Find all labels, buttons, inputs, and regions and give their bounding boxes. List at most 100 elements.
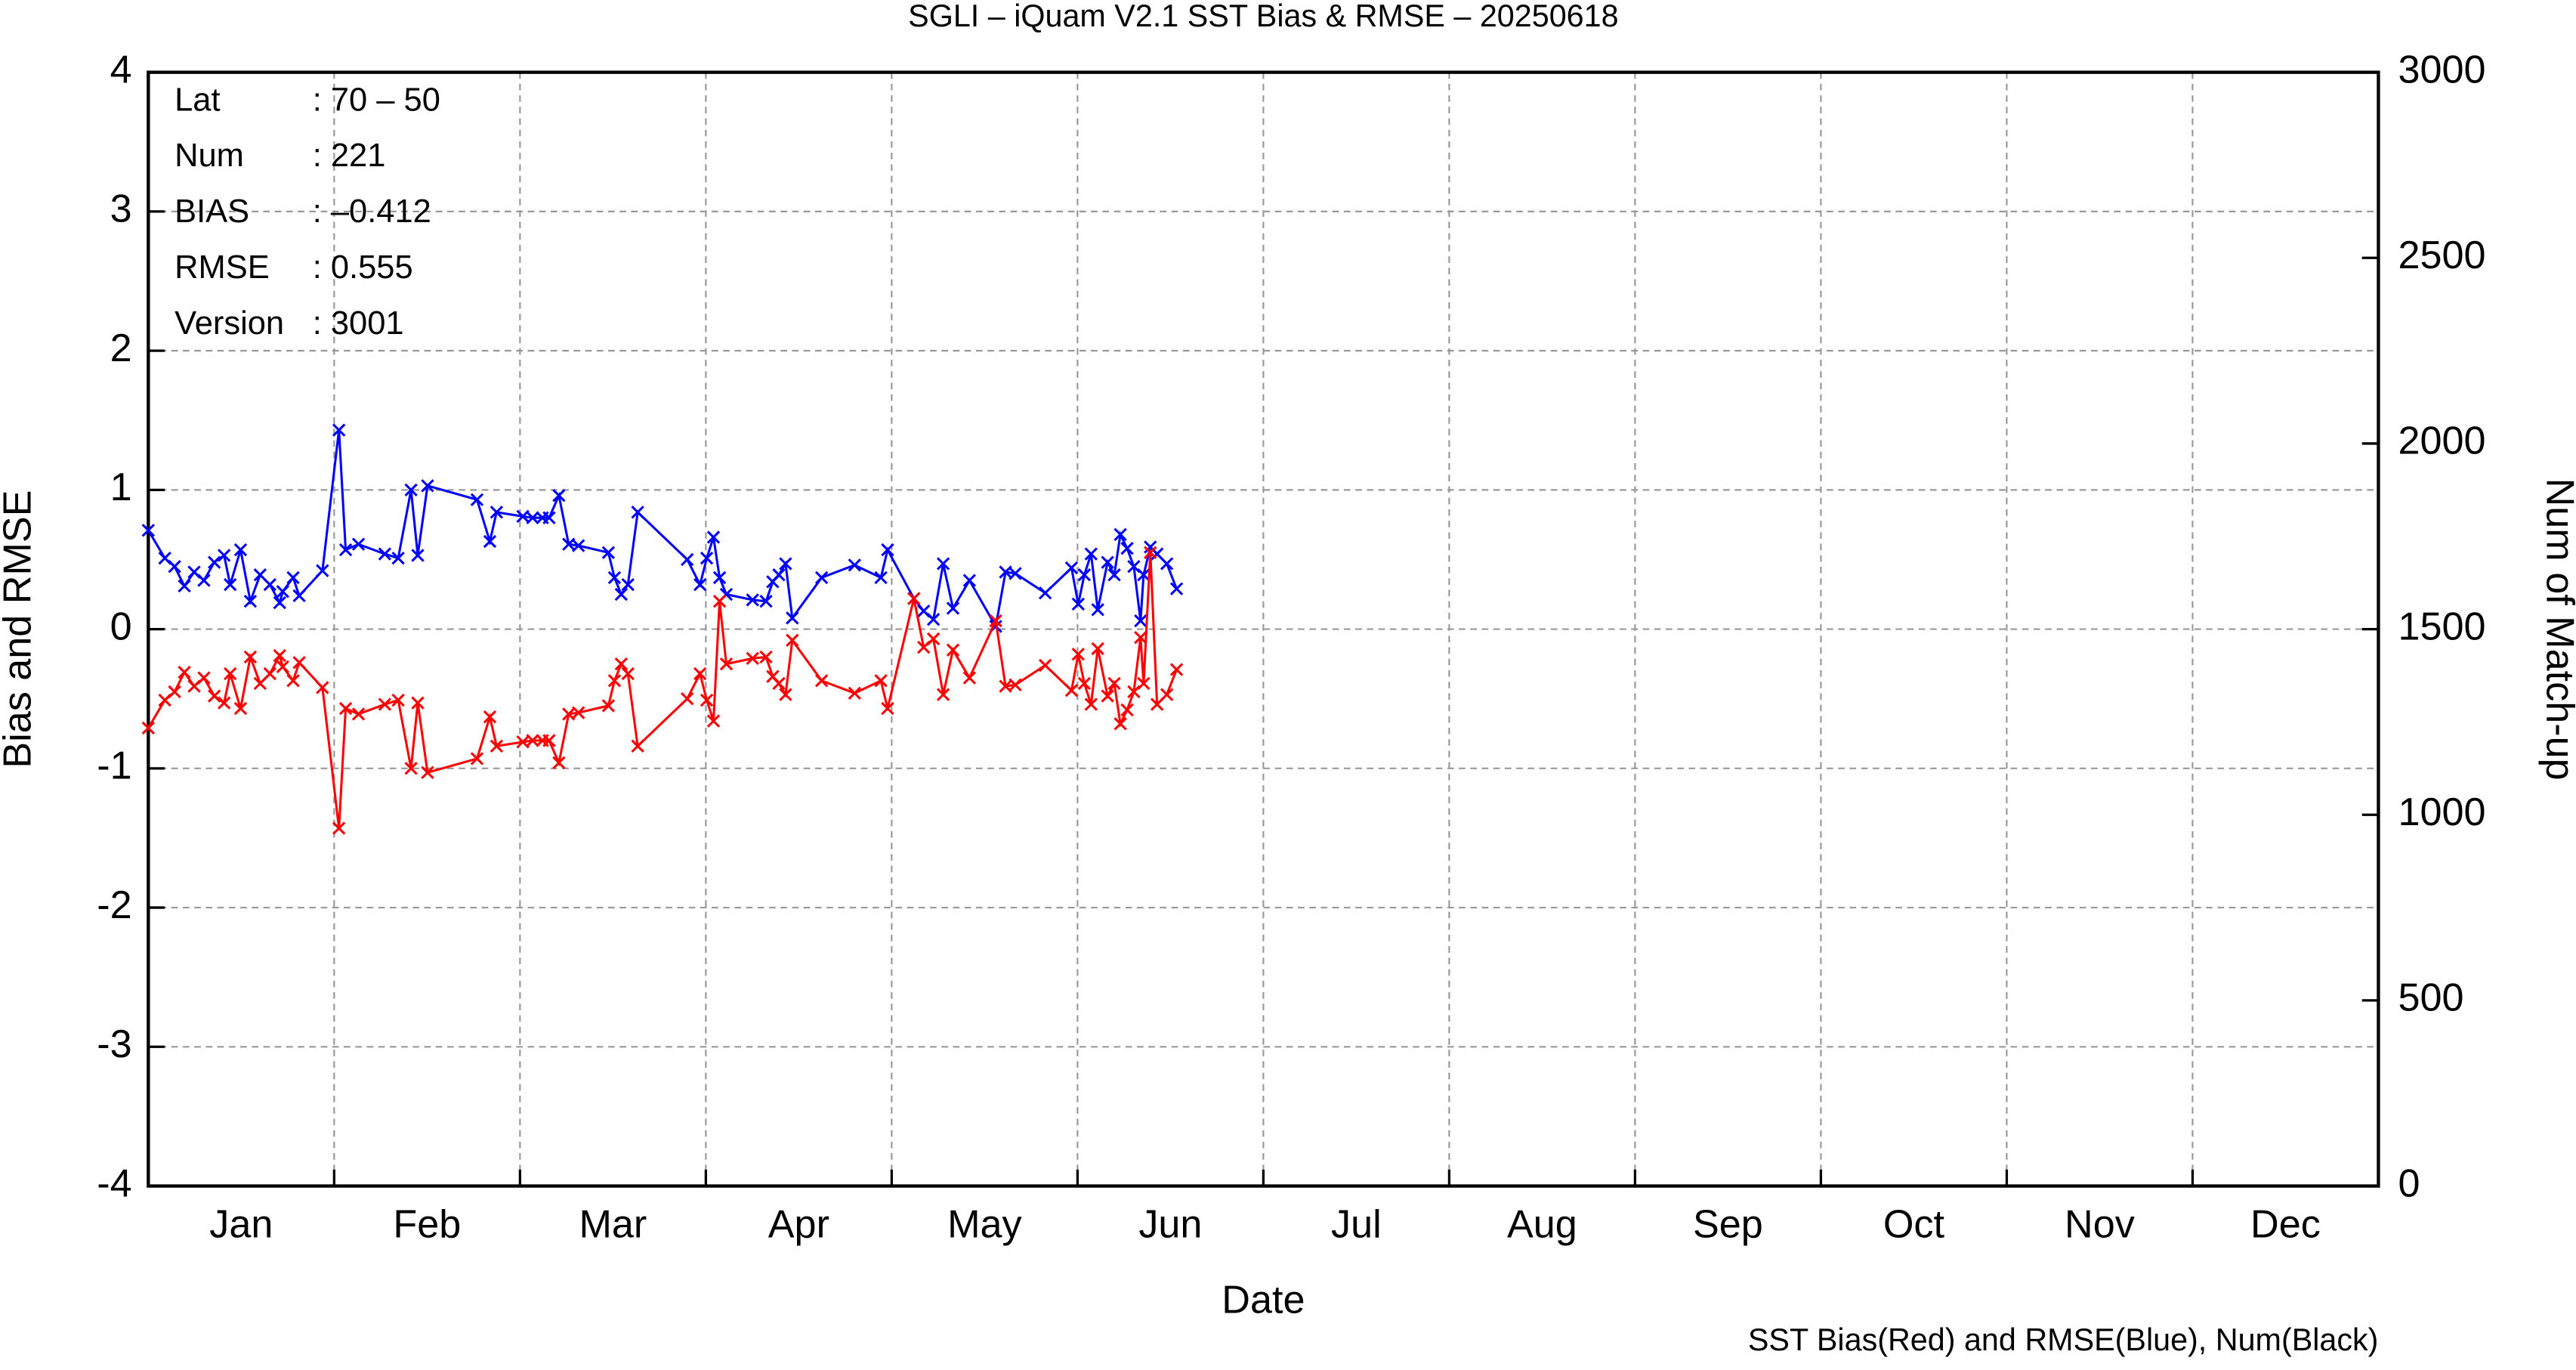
data-point (542, 511, 556, 524)
data-point (989, 614, 1002, 628)
footer-note: SST Bias(Red) and RMSE(Blue), Num(Black) (1748, 1322, 2379, 1357)
info-label: Lat (175, 82, 220, 118)
data-point (926, 613, 941, 626)
data-point (1071, 597, 1086, 611)
y-tick-label: 3 (110, 187, 132, 231)
data-point (378, 547, 392, 561)
data-point (1101, 555, 1114, 569)
x-axis-label: Date (1222, 1279, 1305, 1322)
data-point (607, 571, 622, 585)
data-point (936, 688, 950, 701)
data-point (276, 660, 289, 674)
x-tick-label: Jun (1138, 1203, 1202, 1247)
data-point (1071, 648, 1086, 661)
data-point (746, 593, 759, 607)
y-tick-label: 0 (110, 605, 132, 648)
x-tick-label: Oct (1883, 1203, 1945, 1247)
info-value: : 221 (313, 138, 386, 174)
data-point (490, 739, 504, 753)
data-point (693, 666, 707, 681)
data-point (470, 752, 484, 765)
data-point (292, 656, 306, 670)
data-point (391, 551, 405, 565)
y-tick-label: 1 (110, 465, 132, 509)
x-tick-label: Dec (2250, 1203, 2321, 1247)
data-point (276, 585, 289, 598)
data-point (779, 688, 792, 701)
data-point (1064, 683, 1079, 697)
data-point (273, 595, 286, 610)
data-point (378, 697, 392, 711)
data-point (316, 681, 329, 694)
data-point (881, 543, 894, 557)
data-point (1113, 527, 1127, 541)
data-point (1038, 586, 1052, 600)
y2-tick-label: 3000 (2398, 48, 2486, 91)
info-label: Num (175, 138, 244, 174)
data-point (772, 676, 786, 691)
data-point (1008, 678, 1022, 691)
data-point (552, 756, 566, 770)
data-point (848, 558, 861, 572)
data-point (1077, 676, 1092, 691)
data-point (526, 511, 539, 524)
data-point (631, 506, 644, 519)
data-point (621, 666, 635, 681)
data-point (1150, 697, 1164, 711)
data-point (712, 595, 727, 608)
chart-title: SGLI – iQuam V2.1 SST Bias & RMSE – 2025… (908, 0, 1618, 33)
data-point (483, 534, 497, 549)
data-point (572, 539, 585, 552)
data-point (332, 423, 346, 437)
data-point (621, 577, 635, 592)
y2-tick-label: 1000 (2398, 790, 2486, 834)
data-point (881, 701, 894, 716)
y2-tick-label: 1500 (2398, 605, 2486, 648)
y-tick-label: -4 (97, 1161, 131, 1205)
info-value: : 3001 (313, 305, 404, 342)
data-point (706, 530, 721, 544)
data-point (208, 555, 221, 569)
data-point (1064, 561, 1079, 575)
data-point (700, 693, 714, 707)
data-point (253, 676, 267, 691)
data-point (814, 571, 829, 585)
plot-frame (147, 70, 2380, 1188)
data-point (786, 633, 799, 648)
data-point (1107, 568, 1121, 582)
data-point (197, 671, 211, 685)
data-point (243, 595, 258, 608)
data-point (681, 552, 694, 567)
data-point (874, 674, 888, 688)
x-tick-label: Mar (579, 1203, 647, 1247)
y-tick-label: 4 (110, 48, 132, 91)
info-value: : 70 – 50 (313, 82, 440, 118)
y2-tick-label: 0 (2398, 1161, 2420, 1205)
data-point (1038, 658, 1052, 673)
data-point (490, 506, 504, 519)
data-point (572, 706, 585, 719)
data-point (1091, 642, 1104, 656)
y2-axis-label: Num of Match-up (2538, 478, 2576, 781)
data-point (614, 657, 629, 671)
data-point (178, 579, 191, 593)
data-point (607, 674, 622, 688)
data-point (614, 587, 629, 602)
data-point (1137, 568, 1151, 582)
data-point (1134, 614, 1147, 628)
data-point (1008, 567, 1022, 580)
data-point (706, 714, 721, 728)
data-point (542, 734, 556, 747)
data-point (286, 674, 300, 688)
data-point (273, 648, 286, 663)
x-tick-label: Jul (1331, 1203, 1382, 1247)
data-point (1134, 630, 1147, 645)
x-tick-label: Aug (1507, 1203, 1577, 1247)
y-tick-label: 2 (110, 326, 132, 370)
data-point (243, 650, 258, 664)
data-point (848, 686, 861, 700)
x-tick-label: Apr (768, 1203, 829, 1247)
y2-tick-label: 2500 (2398, 233, 2486, 277)
x-tick-label: May (947, 1203, 1022, 1247)
y-tick-label: -3 (97, 1022, 131, 1066)
